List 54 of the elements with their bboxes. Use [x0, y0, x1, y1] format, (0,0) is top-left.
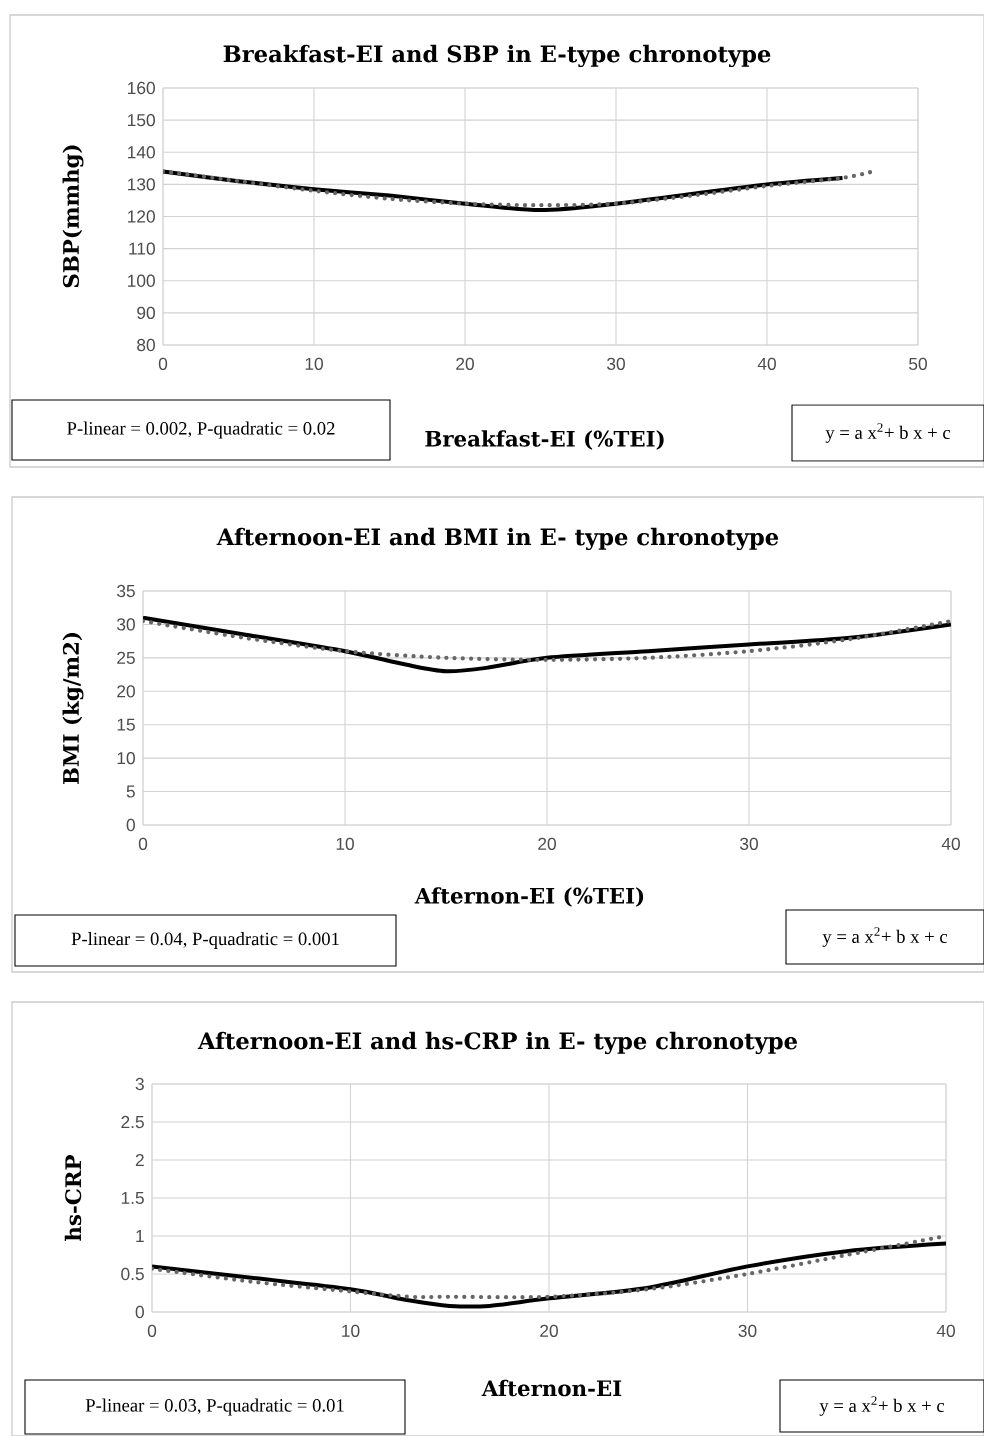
x-tick-label: 40 [936, 1324, 955, 1337]
x-tick-label: 40 [757, 357, 776, 370]
y-tick-label: 25 [117, 651, 135, 664]
line-series [143, 618, 951, 662]
x-tick-label: 10 [342, 1324, 360, 1337]
x-tick-label: 30 [740, 837, 758, 850]
y-tick-label: 90 [137, 306, 155, 319]
y-tick-label: 100 [128, 274, 155, 287]
text: y = a x$^{2}$+ b x + c [819, 1396, 945, 1416]
x-tick-label: 20 [456, 357, 474, 370]
text: y = a x$^{2}$+ b x + c [825, 423, 951, 443]
y-tick-label: 0 [126, 818, 135, 832]
y-axis-title: SBP(mmhg) [62, 145, 84, 288]
y-tick-label: 2.5 [121, 1115, 144, 1129]
text: y = a x$^{2}$+ b x + c [822, 927, 948, 947]
x-axis-title: Breakfast-EI (%TEI) [425, 430, 664, 450]
y-tick-label: 150 [128, 113, 155, 127]
y-tick-label: 160 [128, 81, 155, 95]
x-tick-label: 50 [909, 357, 927, 370]
y-tick-label: 2 [135, 1153, 144, 1167]
y-tick-label: 140 [128, 146, 155, 159]
y-tick-label: 30 [117, 618, 135, 631]
y-tick-label: 110 [129, 242, 155, 255]
y-tick-label: 10 [117, 752, 135, 765]
y-tick-label: 15 [117, 718, 135, 731]
y-tick-label: 120 [128, 210, 155, 223]
y-tick-label: 35 [117, 584, 135, 598]
y-tick-label: 0.5 [121, 1267, 144, 1281]
y-tick-label: 1.5 [121, 1191, 144, 1205]
chart-title: Breakfast-EI and SBP in E-type chronotype [223, 44, 771, 68]
y-tick-label: 130 [128, 178, 155, 191]
text: P-linear = 0.04, P-quadratic = 0.001 [71, 932, 339, 949]
chart-title: Afternoon-EI and hs-CRP in E- type chronotype [197, 1031, 797, 1055]
y-axis-title: hs-CRP [64, 1154, 82, 1241]
x-tick-label: 40 [941, 837, 960, 850]
text: P-linear = 0.002, P-quadratic = 0.02 [67, 421, 335, 439]
x-tick-label: 10 [305, 357, 323, 370]
x-axis-title: Afternon-EI (%TEI) [414, 887, 644, 907]
x-tick-label: 30 [738, 1324, 757, 1337]
x-tick-label: 10 [336, 837, 354, 850]
y-tick-label: 0 [135, 1305, 144, 1319]
y-tick-label: 1 [136, 1230, 144, 1242]
text: P-linear = 0.03, P-quadratic = 0.01 [85, 1398, 344, 1416]
x-tick-label: 0 [158, 357, 168, 370]
y-tick-label: 3 [135, 1077, 144, 1091]
y-tick-label: 80 [137, 338, 155, 352]
x-tick-label: 20 [538, 837, 556, 850]
x-tick-label: 30 [607, 357, 625, 370]
x-tick-label: 20 [540, 1324, 558, 1337]
y-axis-title: BMI (kg/m2) [62, 632, 84, 785]
x-axis-title: Afternon-EI [481, 1379, 622, 1397]
y-tick-label: 20 [117, 685, 135, 698]
y-tick-label: 5 [126, 785, 135, 798]
chart-title: Afternoon-EI and BMI in E- type chronotype [216, 527, 779, 551]
